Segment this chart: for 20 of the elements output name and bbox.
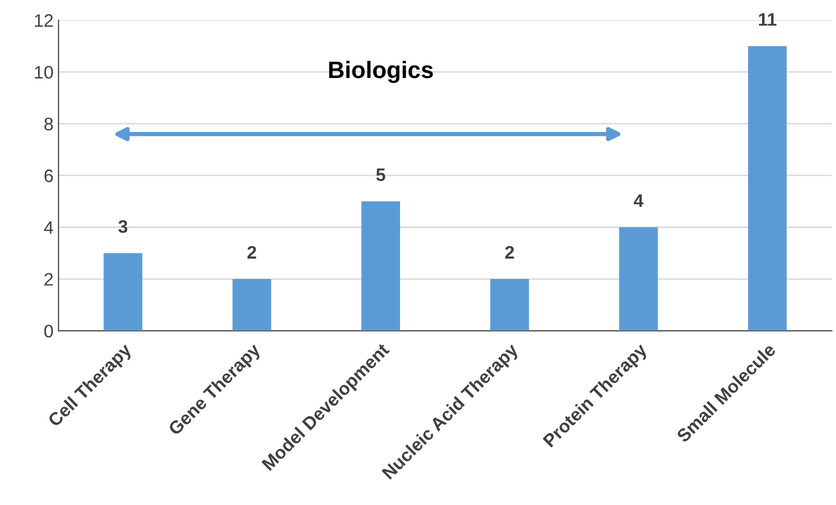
data-label: 2 — [247, 246, 256, 259]
y-tick-label: 8 — [44, 118, 53, 130]
bar — [232, 279, 272, 331]
data-label: 3 — [118, 220, 128, 233]
y-tick-label: 2 — [44, 272, 53, 286]
data-label: 4 — [634, 194, 644, 207]
bar — [361, 201, 400, 331]
bar — [619, 227, 658, 331]
y-tick-label: 6 — [44, 169, 53, 182]
data-label: 2 — [505, 246, 514, 259]
y-tick-label: 4 — [44, 221, 54, 234]
data-label: 11 — [758, 13, 776, 26]
data-label: 5 — [376, 168, 386, 182]
y-tick-label: 12 — [34, 14, 53, 27]
y-tick-label: 0 — [44, 324, 53, 338]
bar — [104, 253, 142, 331]
annotation: Biologics — [329, 60, 433, 84]
bar — [748, 46, 787, 331]
bar — [490, 279, 529, 331]
y-tick-label: 10 — [34, 66, 53, 79]
